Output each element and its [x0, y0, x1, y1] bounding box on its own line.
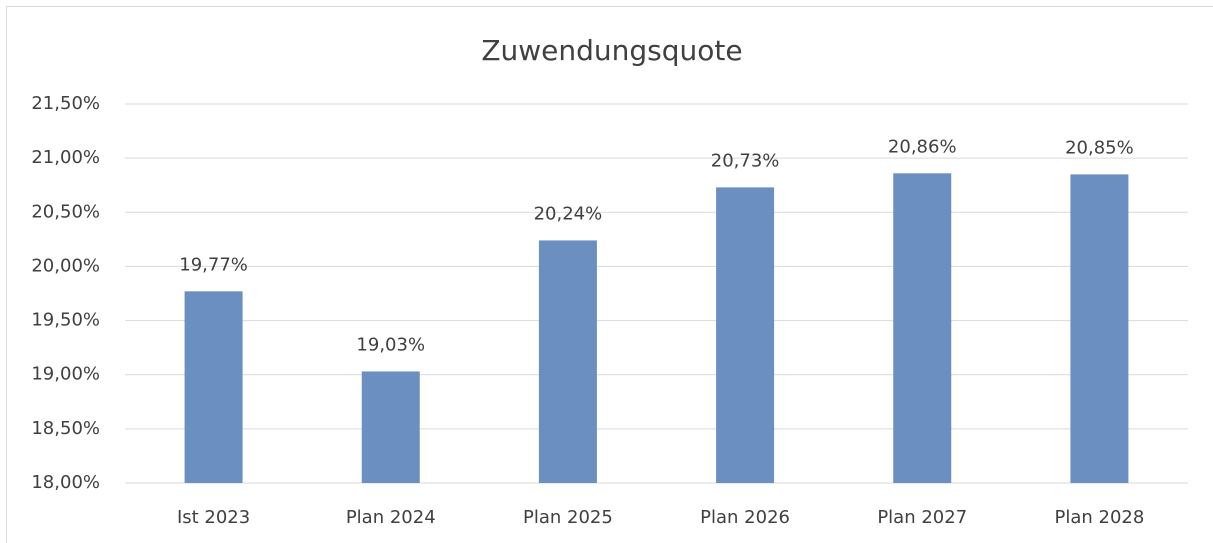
y-tick-label: 21,50% [31, 93, 100, 114]
y-tick-label: 18,00% [31, 472, 100, 493]
y-tick-label: 20,50% [31, 201, 100, 222]
bar [716, 187, 775, 483]
y-tick-label: 18,50% [31, 418, 100, 439]
chart-title: Zuwendungsquote [481, 34, 742, 67]
x-tick-label: Plan 2024 [346, 507, 436, 528]
data-label: 20,85% [1065, 137, 1134, 158]
bar [1070, 174, 1129, 483]
x-tick-label: Plan 2026 [700, 507, 790, 528]
data-label: 20,24% [534, 203, 603, 224]
y-tick-label: 19,00% [31, 364, 100, 385]
bar [184, 291, 243, 483]
y-tick-label: 19,50% [31, 310, 100, 331]
data-label: 19,03% [356, 334, 425, 355]
chart-border [6, 6, 1213, 543]
x-tick-label: Plan 2028 [1055, 507, 1145, 528]
y-tick-label: 20,00% [31, 255, 100, 276]
data-label: 20,86% [888, 136, 957, 157]
bar [893, 173, 952, 483]
bar [538, 240, 597, 483]
data-label: 19,77% [179, 254, 248, 275]
x-tick-label: Plan 2027 [877, 507, 967, 528]
x-tick-label: Plan 2025 [523, 507, 613, 528]
x-tick-label: Ist 2023 [177, 507, 250, 528]
bar [361, 371, 420, 483]
y-tick-label: 21,00% [31, 147, 100, 168]
data-label: 20,73% [711, 150, 780, 171]
